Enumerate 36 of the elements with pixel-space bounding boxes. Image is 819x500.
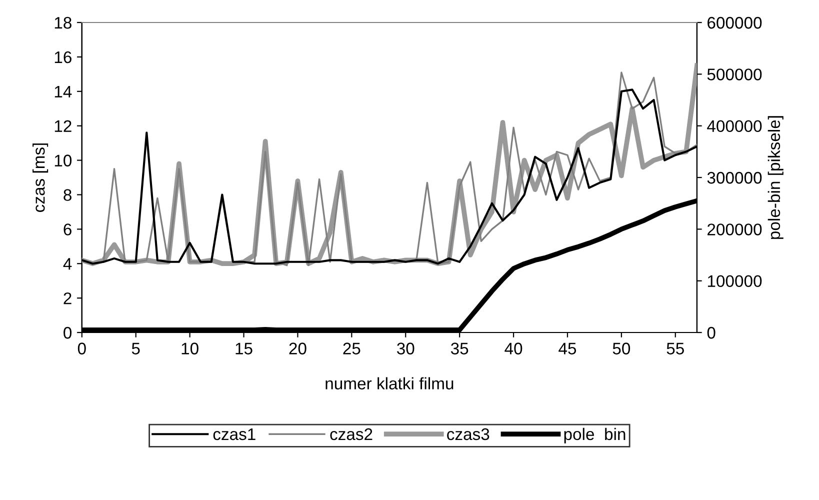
y-tick-label: 2 — [64, 292, 72, 304]
y-tick-label: 4 — [63, 258, 72, 270]
y-tick-label: 10 — [54, 154, 72, 166]
y-tick-label: 6 — [64, 224, 72, 236]
y2-tick-label: 300000 — [707, 172, 762, 184]
y2-tick-label: 400000 — [707, 120, 762, 132]
x-tick-label: 25 — [343, 342, 360, 354]
y-tick-label: 0 — [64, 326, 72, 339]
y-tick-label: 8 — [64, 189, 72, 201]
y2-tick-label: 0 — [707, 326, 716, 339]
legend-label: czas3 — [447, 428, 490, 440]
y-tick-label: 18 — [54, 16, 72, 29]
x-tick-label: 40 — [504, 342, 522, 354]
x-tick-label: 10 — [182, 342, 198, 354]
x-tick-label: 0 — [78, 342, 86, 354]
x-tick-label: 50 — [612, 342, 630, 354]
legend-label: czas2 — [330, 428, 372, 440]
legend-label: czas1 — [213, 428, 256, 440]
legend-label: pole bin — [564, 428, 626, 444]
y-axis-title: czas [ms] — [32, 144, 48, 212]
y2-tick-label: 500000 — [707, 68, 762, 80]
x-tick-label: 30 — [396, 342, 414, 354]
y2-axis-title: pole-bin [piksele] — [768, 116, 784, 239]
y-tick-label: 12 — [54, 120, 72, 132]
y-tick-label: 14 — [54, 86, 72, 98]
x-tick-label: 35 — [450, 342, 468, 354]
x-tick-label: 5 — [132, 342, 140, 354]
x-tick-label: 45 — [558, 342, 576, 354]
y2-tick-label: 100000 — [708, 275, 762, 288]
x-tick-label: 20 — [289, 342, 306, 354]
y-tick-label: 16 — [54, 51, 72, 64]
y2-tick-label: 600000 — [708, 16, 762, 29]
y2-tick-label: 200000 — [708, 224, 762, 236]
x-tick-label: 15 — [236, 342, 252, 354]
x-axis-title: numer klatki filmu — [326, 377, 454, 390]
x-tick-label: 55 — [666, 342, 684, 354]
